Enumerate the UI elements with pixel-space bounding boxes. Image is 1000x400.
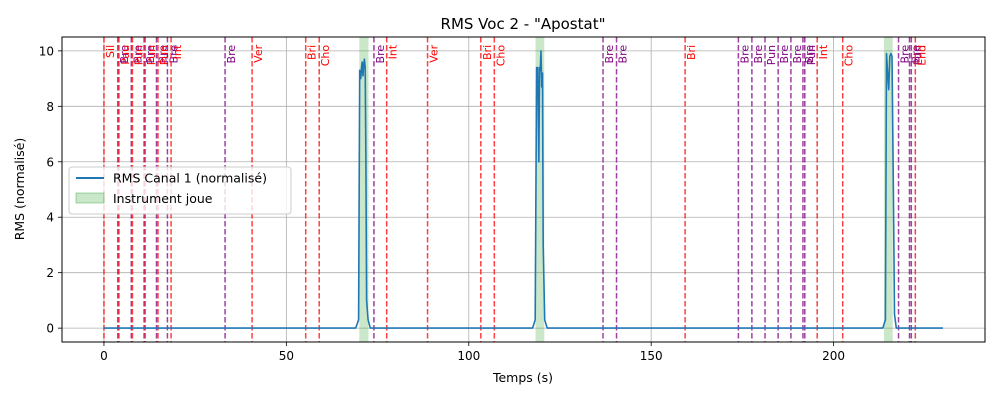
- y-tick-label: 0: [46, 322, 54, 336]
- x-axis-label: Temps (s): [492, 370, 553, 385]
- x-axis-ticks: 0 50 100 150 200: [100, 342, 845, 363]
- annotation-label: Bri: [685, 45, 698, 60]
- annotation-label: Cho: [319, 45, 332, 67]
- annotation-label: Bre: [803, 45, 816, 64]
- y-tick-label: 8: [46, 100, 54, 114]
- grid: [62, 37, 985, 342]
- y-axis-ticks: 0 2 4 6 8 10: [39, 44, 62, 336]
- plot-frame: [61, 36, 986, 343]
- annotation-label: Bre: [118, 45, 131, 64]
- annotation-label: Cho: [843, 45, 856, 67]
- y-axis-label: RMS (normalisé): [12, 138, 27, 241]
- instrument-shaded-regions: [359, 37, 893, 342]
- annotation-label: Pun: [765, 45, 778, 65]
- legend-label-rms: RMS Canal 1 (normalisé): [113, 171, 267, 186]
- annotation-label: Ver: [252, 44, 265, 62]
- annotation-label: Bre: [374, 45, 387, 64]
- x-tick-label: 0: [100, 349, 108, 363]
- annotation-label: Pun: [132, 45, 145, 65]
- annotation-label: Bre: [899, 45, 912, 64]
- annotation-label: Pun: [805, 45, 818, 65]
- annotation-label: Ver: [428, 44, 441, 62]
- annotation-label: Pun: [145, 45, 158, 65]
- annotation-label: Bre: [144, 45, 157, 64]
- annotation-label: Bre: [752, 45, 765, 64]
- series-group: [104, 50, 943, 329]
- x-tick-label: 50: [279, 349, 294, 363]
- annotation-label: Int: [817, 44, 830, 59]
- annotation-label: Bre: [603, 45, 616, 64]
- annotation-label: Bre: [738, 45, 751, 64]
- annotation-label: Int: [171, 44, 184, 59]
- annotation-label: Bre: [778, 45, 791, 64]
- instrument-region: [359, 37, 369, 342]
- annotation-label: Bre: [791, 45, 804, 64]
- annotation-label: Bri: [306, 45, 319, 60]
- x-tick-label: 150: [640, 349, 663, 363]
- legend-label-instrument: Instrument joue: [113, 191, 213, 206]
- x-tick-label: 200: [822, 349, 845, 363]
- y-tick-label: 6: [46, 155, 54, 169]
- instrument-region: [535, 37, 545, 342]
- annotation-label: End: [915, 45, 928, 66]
- chart-title: RMS Voc 2 - "Apostat": [441, 15, 606, 33]
- instrument-region: [883, 37, 893, 342]
- annotation-label: Bre: [131, 45, 144, 64]
- annotation-label: Bri: [481, 45, 494, 60]
- annotation-label: Pau: [119, 45, 132, 65]
- legend-frame: [68, 166, 292, 215]
- annotation-label: Int: [387, 44, 400, 59]
- y-tick-label: 10: [39, 44, 54, 58]
- y-tick-label: 2: [46, 266, 54, 280]
- annotation-label: Cho: [494, 45, 507, 67]
- annotation-label: Bre: [225, 45, 238, 64]
- legend: RMS Canal 1 (normalisé) Instrument joue: [68, 166, 292, 215]
- annotation-label: Bre: [617, 45, 630, 64]
- legend-swatch-instrument: [75, 192, 105, 204]
- x-tick-label: 100: [457, 349, 480, 363]
- annotation-label: Pun: [911, 45, 924, 65]
- annotation-label: Bre: [156, 45, 169, 64]
- series-line-rms: [104, 50, 943, 329]
- annotation-label: Sil: [104, 45, 117, 58]
- y-tick-label: 4: [46, 211, 54, 225]
